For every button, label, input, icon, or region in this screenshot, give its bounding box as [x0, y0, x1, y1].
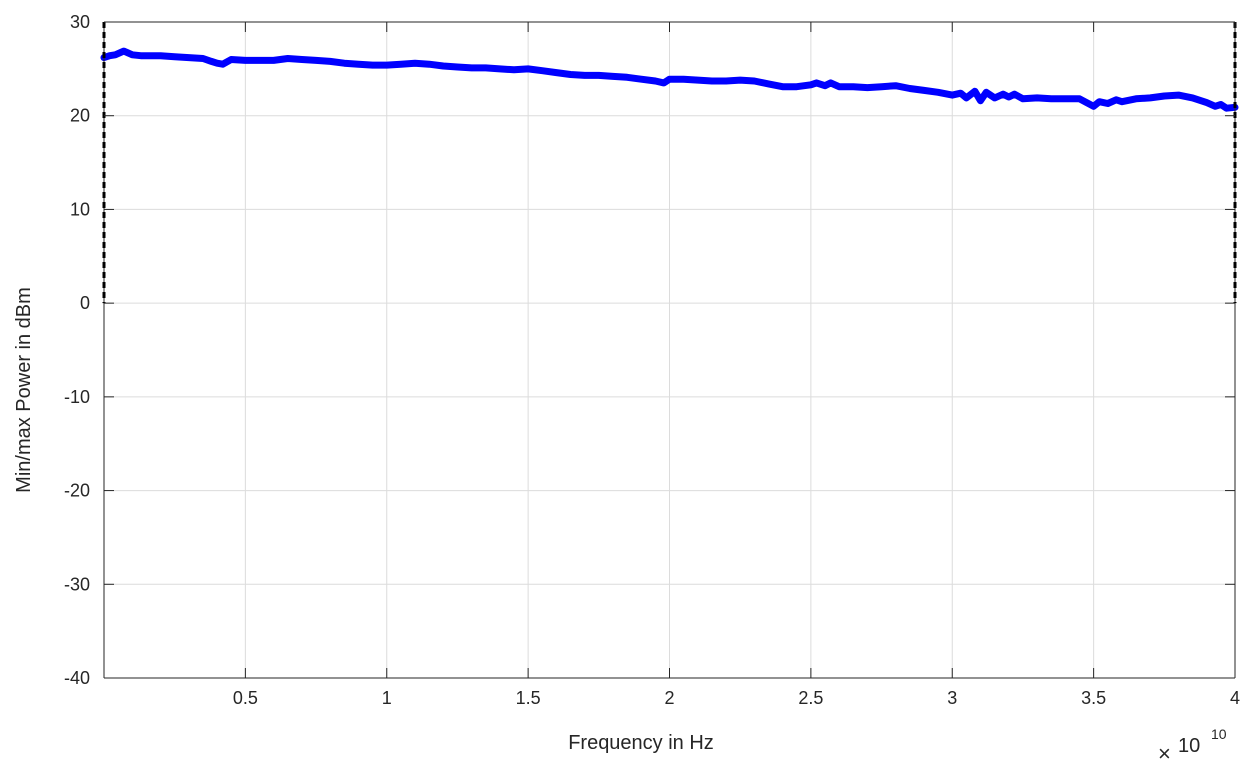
x-tick-label: 2 — [664, 688, 674, 708]
grid-lines — [104, 22, 1235, 678]
x-exponent-base: 10 — [1178, 735, 1200, 757]
x-tick-label: 1.5 — [516, 688, 541, 708]
x-exponent-label: × 10 10 — [1158, 726, 1227, 764]
x-tick-label: 0.5 — [233, 688, 258, 708]
y-tick-labels: -40 -30 -20 -10 0 10 20 30 — [64, 12, 90, 688]
x-tick-label: 4 — [1230, 688, 1240, 708]
x-tick-labels: 0.5 1 1.5 2 2.5 3 3.5 4 — [233, 688, 1240, 708]
series-line — [100, 47, 1239, 112]
x-tick-label: 3 — [947, 688, 957, 708]
tick-marks — [104, 21, 1236, 679]
x-axis-title: Frequency in Hz — [568, 732, 714, 754]
x-tick-label: 1 — [382, 688, 392, 708]
x-exponent-power: 10 — [1211, 726, 1227, 742]
y-tick-label: -30 — [64, 574, 90, 594]
y-tick-label: 30 — [70, 12, 90, 32]
y-tick-label: 20 — [70, 106, 90, 126]
series-layer — [100, 47, 1239, 112]
y-tick-label: -10 — [64, 387, 90, 407]
y-tick-label: -20 — [64, 481, 90, 501]
x-tick-label: 3.5 — [1081, 688, 1106, 708]
y-tick-label: 10 — [70, 199, 90, 219]
y-tick-label: 0 — [80, 293, 90, 313]
x-exponent-times: × — [1158, 741, 1171, 764]
x-tick-label: 2.5 — [798, 688, 823, 708]
y-axis-title: Min/max Power in dBm — [13, 287, 35, 493]
y-tick-label: -40 — [64, 668, 90, 688]
